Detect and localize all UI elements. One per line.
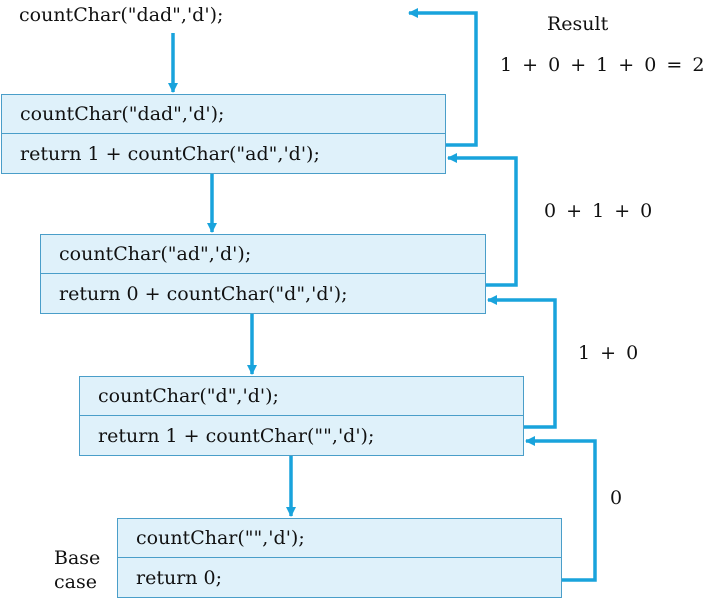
return-arrow-final [408,8,478,147]
call-frame-4-base-case: countChar("",'d'); return 0; [117,518,562,598]
call-frame-3: countChar("d",'d'); return 1 + countChar… [79,376,524,456]
frame-call: countChar("ad",'d'); [41,235,485,274]
call-frame-1: countChar("dad",'d'); return 1 + countCh… [1,94,446,174]
return-label-3: 0 [610,487,623,509]
frame-return-statement: return 1 + countChar("ad",'d'); [20,142,320,165]
return-arrow-1 [447,153,518,287]
result-label: Result [547,13,609,35]
frame-call: countChar("",'d'); [118,519,561,558]
return-arrow-3 [525,436,597,582]
frame-return-statement: return 1 + countChar("",'d'); [98,424,375,447]
base-case-label-line-1: Base [54,547,101,569]
return-label-1: 0 + 1 + 0 [544,200,653,222]
base-case-label-line-2: case [54,571,97,593]
frame-return-statement: return 0; [136,566,223,589]
result-expression: 1 + 0 + 1 + 0 = 2 [500,54,705,76]
frame-return-statement: return 0 + countChar("d",'d'); [59,282,348,305]
return-label-2: 1 + 0 [578,342,639,364]
frame-call: countChar("d",'d'); [80,377,523,416]
frame-call: countChar("dad",'d'); [2,95,445,134]
return-arrow-2 [487,295,557,429]
call-frame-2: countChar("ad",'d'); return 0 + countCha… [40,234,486,314]
initial-call: countChar("dad",'d'); [19,4,224,26]
